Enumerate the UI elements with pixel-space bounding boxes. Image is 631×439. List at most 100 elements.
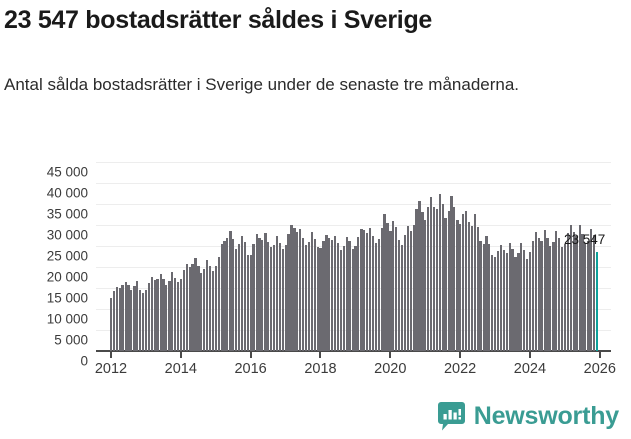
bar: [450, 196, 453, 351]
bar: [313, 239, 316, 351]
bar: [438, 194, 442, 351]
bar: [546, 238, 549, 351]
bar: [238, 243, 241, 351]
bar: [563, 243, 567, 351]
bar: [249, 254, 252, 351]
x-axis-tick-label: 2016: [234, 361, 267, 377]
bar: [328, 238, 331, 351]
bar: [561, 247, 564, 351]
bar: [566, 232, 569, 351]
bar: [234, 249, 238, 351]
bar: [424, 219, 427, 351]
bar: [569, 225, 573, 351]
bar: [502, 249, 505, 351]
bar: [168, 281, 171, 351]
bar: [494, 256, 497, 351]
bar: [426, 207, 430, 351]
bar: [223, 240, 226, 351]
bar: [380, 228, 383, 351]
x-axis-tick-label: 2024: [513, 361, 547, 377]
bar: [456, 219, 459, 351]
bar: [112, 291, 115, 351]
bar: [296, 232, 299, 351]
bar: [127, 285, 130, 351]
bar: [264, 232, 267, 351]
y-axis-tick-label: 40 000: [46, 185, 88, 201]
bar: [453, 206, 456, 351]
bar: [523, 250, 526, 351]
bar: [205, 260, 209, 351]
bar: [200, 272, 203, 351]
bar: [197, 266, 200, 351]
bar: [398, 240, 401, 351]
bar: [534, 232, 538, 351]
bar: [156, 278, 159, 351]
gridline: [96, 204, 611, 205]
bar: [278, 242, 281, 351]
bar: [430, 197, 433, 351]
bar: [488, 244, 491, 351]
bar: [499, 245, 503, 351]
bar: [171, 272, 174, 351]
y-axis-tick-label: 25 000: [46, 248, 88, 264]
bar: [153, 280, 156, 351]
bar: [275, 236, 279, 351]
bar: [365, 232, 369, 351]
x-axis-tick-label: 2022: [443, 361, 477, 377]
page-title: 23 547 bostadsrätter såldes i Sverige: [4, 6, 433, 34]
bar: [269, 247, 273, 351]
bar: [133, 286, 136, 351]
bar: [121, 284, 124, 351]
bar: [435, 209, 438, 351]
bar: [348, 241, 351, 351]
x-axis-tick-label: 2014: [164, 361, 197, 377]
bar: [232, 239, 235, 351]
bar: [476, 226, 479, 351]
bar: [584, 243, 587, 351]
bar: [590, 228, 593, 351]
bar: [447, 211, 450, 351]
bar: [587, 240, 590, 351]
bar: [441, 203, 444, 351]
bar: [557, 237, 561, 351]
bar: [357, 236, 360, 351]
x-axis-tick: [528, 351, 531, 358]
bar: [211, 270, 215, 351]
bar: [432, 207, 436, 351]
gridline: [96, 162, 611, 163]
bar: [336, 243, 340, 351]
y-axis-tick-label: 20 000: [46, 269, 88, 285]
bar: [409, 230, 412, 351]
bar: [406, 226, 409, 351]
bar: [392, 221, 395, 351]
bar: [316, 247, 319, 351]
bar: [543, 229, 546, 351]
bar: [177, 282, 180, 351]
bar: [118, 288, 121, 351]
bar: [325, 235, 328, 351]
bar: [485, 235, 488, 351]
bar: [537, 237, 540, 351]
bar: [470, 226, 473, 351]
bar: [334, 236, 337, 351]
bar-highlighted: [595, 252, 599, 351]
bar: [369, 227, 372, 351]
bar: [581, 233, 584, 351]
bar: [284, 244, 287, 351]
gridline: [96, 350, 611, 352]
bar: [386, 223, 389, 351]
bar: [465, 211, 468, 351]
bar: [592, 234, 596, 351]
bar: [531, 241, 534, 351]
bar: [540, 240, 543, 351]
y-axis-tick-label: 0: [80, 353, 88, 369]
logo-wordmark: Newsworthy: [473, 402, 619, 430]
bar: [403, 235, 407, 351]
bar: [293, 227, 296, 351]
bar: [418, 201, 421, 351]
bar: [377, 239, 381, 351]
bar: [124, 281, 127, 351]
page-subtitle: Antal sålda bostadsrätter i Sverige unde…: [4, 75, 520, 94]
bar: [310, 231, 313, 351]
bar: [400, 245, 404, 351]
